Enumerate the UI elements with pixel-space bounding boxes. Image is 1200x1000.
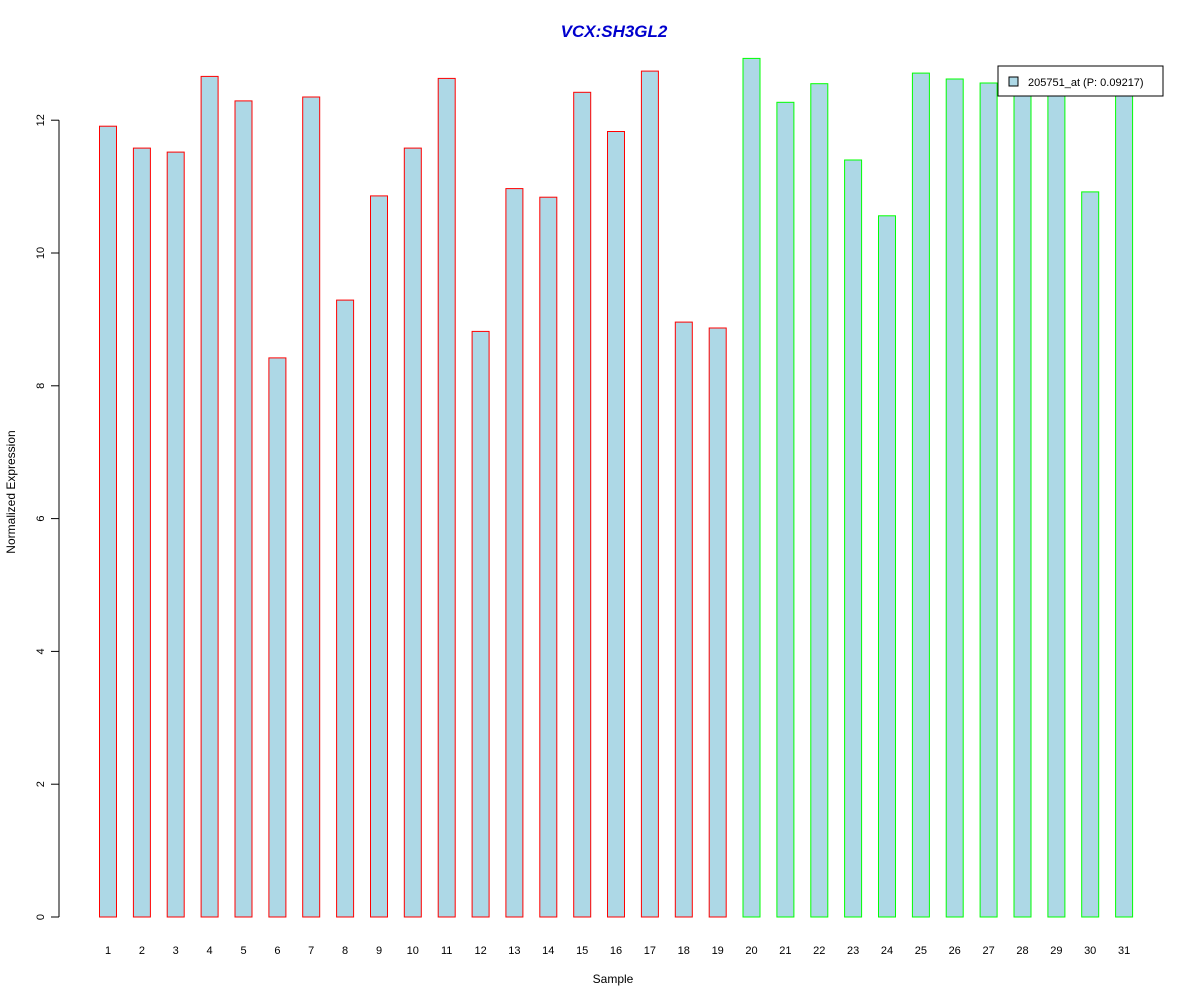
- y-tick-label: 6: [35, 516, 47, 522]
- bar: [539, 196, 558, 918]
- x-tick-label: 21: [779, 945, 791, 957]
- x-tick-label: 22: [813, 945, 825, 957]
- y-axis-title: Normalized Expression: [4, 430, 18, 553]
- bar: [505, 188, 524, 918]
- bars: [99, 57, 1134, 918]
- y-tick-label: 10: [35, 247, 47, 259]
- bar: [1047, 87, 1066, 918]
- x-tick-label: 12: [474, 945, 486, 957]
- x-tick-label: 26: [949, 945, 961, 957]
- x-tick-label: 13: [508, 945, 520, 957]
- x-tick-label: 9: [376, 945, 382, 957]
- x-tick-label: 31: [1118, 945, 1130, 957]
- bar: [742, 57, 761, 918]
- x-tick-label: 24: [881, 945, 893, 957]
- bar: [945, 78, 964, 918]
- x-axis-title: Sample: [593, 972, 634, 986]
- y-tick-label: 8: [35, 383, 47, 389]
- bar: [200, 75, 219, 918]
- x-tick-label: 7: [308, 945, 314, 957]
- bar: [776, 101, 795, 918]
- y-axis: 0 2 4 6 8 10 12: [35, 114, 60, 920]
- bar: [370, 195, 388, 918]
- x-tick-label: 18: [678, 945, 690, 957]
- bar: [674, 321, 693, 918]
- x-tick-label: 19: [712, 945, 724, 957]
- x-tick-label: 14: [542, 945, 554, 957]
- x-tick-label: 6: [274, 945, 280, 957]
- y-tick-label: 2: [35, 781, 47, 787]
- bar: [607, 131, 625, 918]
- x-tick-label: 28: [1016, 945, 1028, 957]
- x-tick-label: 16: [610, 945, 622, 957]
- bar: [268, 357, 287, 918]
- bar: [1081, 191, 1100, 918]
- x-tick-label: 8: [342, 945, 348, 957]
- bar: [234, 100, 253, 918]
- x-tick-label: 25: [915, 945, 927, 957]
- bar: [979, 82, 998, 918]
- legend-swatch: [1008, 76, 1019, 87]
- bar: [1115, 89, 1134, 918]
- x-tick-label: 23: [847, 945, 859, 957]
- x-tick-label: 4: [207, 945, 213, 957]
- legend: 205751_at (P: 0.09217): [997, 65, 1164, 97]
- bar: [437, 77, 456, 918]
- legend-label: 205751_at (P: 0.09217): [1028, 77, 1144, 89]
- bar: [99, 125, 117, 918]
- x-tick-label: 2: [139, 945, 145, 957]
- x-tick-label: 11: [441, 945, 452, 957]
- bar: [878, 215, 896, 918]
- bar: [844, 159, 863, 918]
- x-tick-label: 3: [173, 945, 179, 957]
- y-tick-label: 4: [35, 648, 47, 654]
- x-tick-label: 17: [644, 945, 656, 957]
- bar: [573, 91, 592, 918]
- x-tick-label: 29: [1050, 945, 1062, 957]
- x-tick-labels: 1 2 3 4 5 6 7 8 9 10 11 12 13 14 15 16 17 18 19 20 21 22 23 24 2…: [105, 945, 1130, 957]
- bar: [471, 330, 490, 918]
- x-tick-label: 1: [105, 945, 111, 957]
- x-tick-label: 20: [745, 945, 757, 957]
- x-tick-label: 5: [240, 945, 246, 957]
- bar: [302, 96, 321, 918]
- bar: [336, 299, 355, 918]
- bar: [810, 83, 829, 918]
- bar: [640, 70, 659, 918]
- bar: [132, 147, 151, 918]
- bar: [708, 327, 727, 918]
- bar: [403, 147, 422, 918]
- y-tick-label: 0: [35, 914, 47, 920]
- bar: [1013, 86, 1032, 918]
- chart-title: VCX:SH3GL2: [561, 22, 668, 41]
- y-tick-label: 12: [35, 114, 47, 126]
- x-tick-label: 30: [1084, 945, 1096, 957]
- legend-box: [997, 65, 1164, 97]
- x-tick-label: 27: [982, 945, 994, 957]
- x-tick-label: 10: [407, 945, 419, 957]
- bar: [166, 151, 185, 918]
- x-tick-label: 15: [576, 945, 588, 957]
- bar: [911, 72, 930, 918]
